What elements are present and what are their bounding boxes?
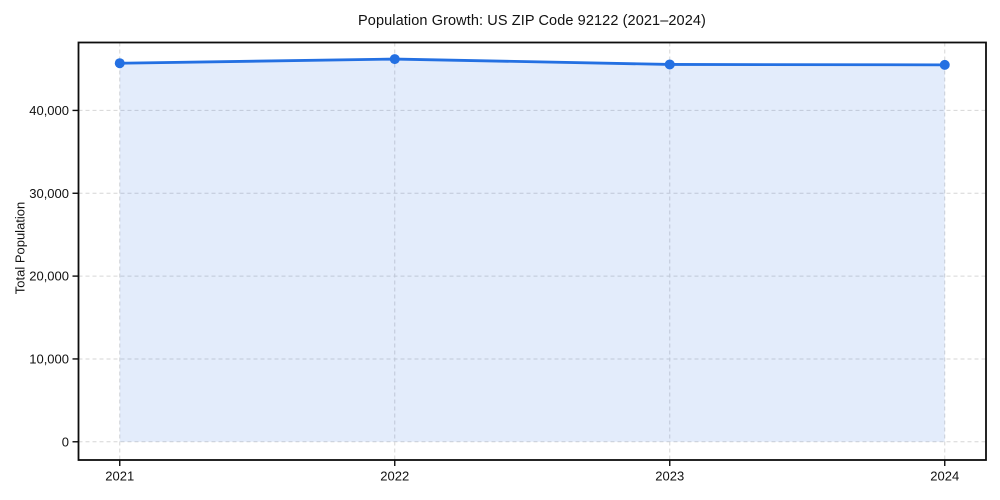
y-tick-label: 10,000 — [29, 351, 69, 366]
y-tick-label: 20,000 — [29, 269, 69, 284]
chart-title: Population Growth: US ZIP Code 92122 (20… — [358, 13, 706, 29]
data-point-marker — [939, 59, 950, 70]
y-tick-label: 30,000 — [29, 186, 69, 201]
y-tick-label: 40,000 — [29, 103, 69, 118]
x-tick-label: 2022 — [380, 469, 409, 484]
series-line — [118, 57, 947, 67]
axes-frame — [77, 41, 987, 461]
data-point-marker — [389, 54, 400, 65]
series-area-fill — [119, 59, 945, 442]
data-point-marker — [664, 59, 675, 70]
x-tick-label: 2021 — [105, 469, 134, 484]
x-tick-label: 2023 — [655, 469, 684, 484]
x-tick-label: 2024 — [930, 469, 959, 484]
y-tick-label: 0 — [62, 434, 69, 449]
data-point-marker — [114, 58, 125, 69]
